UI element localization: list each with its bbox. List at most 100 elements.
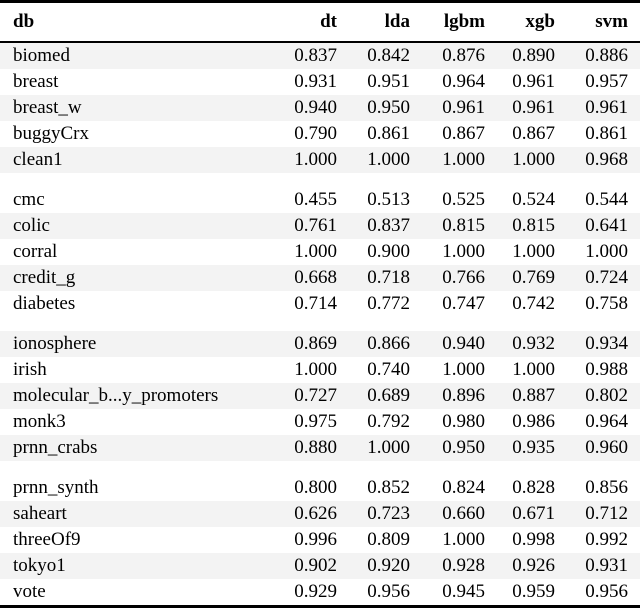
lgbm-score-cell: 0.824 — [442, 477, 485, 498]
dt-score-cell: 0.902 — [294, 555, 337, 576]
lda-score-cell: 0.792 — [367, 411, 410, 432]
xgb-score-cell: 0.671 — [512, 503, 555, 524]
db-cell: corral — [13, 241, 58, 262]
db-cell: clean1 — [13, 149, 63, 170]
col-header-svm: svm — [555, 1, 640, 43]
spacer-cell — [0, 173, 640, 187]
dt-score-cell: 0.880 — [294, 437, 337, 458]
lgbm-score-cell: 0.896 — [442, 385, 485, 406]
db-cell: saheart — [13, 503, 67, 524]
table-row: prnn_crabs 0.880 1.000 0.950 0.935 0.960 — [0, 435, 640, 461]
svm-score-cell: 0.856 — [585, 477, 628, 498]
db-cell: prnn_synth — [13, 477, 99, 498]
svm-score-cell: 0.992 — [585, 529, 628, 550]
dt-score-cell: 0.940 — [294, 97, 337, 118]
table-row: corral 1.000 0.900 1.000 1.000 1.000 — [0, 239, 640, 265]
svm-score-cell: 0.956 — [585, 581, 628, 602]
xgb-score-cell: 0.524 — [512, 189, 555, 210]
lda-score-cell: 0.723 — [367, 503, 410, 524]
xgb-score-cell: 1.000 — [512, 149, 555, 170]
xgb-score-cell: 0.769 — [512, 267, 555, 288]
xgb-score-cell: 0.986 — [512, 411, 555, 432]
lgbm-score-cell: 0.815 — [442, 215, 485, 236]
svm-score-cell: 0.724 — [585, 267, 628, 288]
xgb-score-cell: 0.961 — [512, 97, 555, 118]
dt-score-cell: 1.000 — [294, 359, 337, 380]
lgbm-score-cell: 0.945 — [442, 581, 485, 602]
col-header-xgb: xgb — [485, 1, 555, 43]
col-header-db: db — [0, 1, 273, 43]
dt-score-cell: 0.714 — [294, 293, 337, 314]
svm-score-cell: 0.802 — [585, 385, 628, 406]
lda-score-cell: 0.861 — [367, 123, 410, 144]
table-row: breast 0.931 0.951 0.964 0.961 0.957 — [0, 69, 640, 95]
lgbm-score-cell: 0.766 — [442, 267, 485, 288]
lda-score-cell: 0.866 — [367, 333, 410, 354]
db-cell: buggyCrx — [13, 123, 89, 144]
lda-score-cell: 0.513 — [367, 189, 410, 210]
dt-score-cell: 0.626 — [294, 503, 337, 524]
lgbm-score-cell: 0.950 — [442, 437, 485, 458]
table-row: buggyCrx 0.790 0.861 0.867 0.867 0.861 — [0, 121, 640, 147]
xgb-score-cell: 0.867 — [512, 123, 555, 144]
lda-score-cell: 0.920 — [367, 555, 410, 576]
table-row: biomed 0.837 0.842 0.876 0.890 0.886 — [0, 42, 640, 69]
xgb-score-cell: 0.932 — [512, 333, 555, 354]
lda-score-cell: 0.689 — [367, 385, 410, 406]
spacer-cell — [0, 317, 640, 331]
dt-score-cell: 0.931 — [294, 71, 337, 92]
lda-score-cell: 0.852 — [367, 477, 410, 498]
svm-score-cell: 0.960 — [585, 437, 628, 458]
lgbm-score-cell: 0.747 — [442, 293, 485, 314]
xgb-score-cell: 0.815 — [512, 215, 555, 236]
dt-score-cell: 0.761 — [294, 215, 337, 236]
dt-score-cell: 0.727 — [294, 385, 337, 406]
db-cell: ionosphere — [13, 333, 97, 354]
table-row: clean1 1.000 1.000 1.000 1.000 0.968 — [0, 147, 640, 173]
table-row: threeOf9 0.996 0.809 1.000 0.998 0.992 — [0, 527, 640, 553]
lda-score-cell: 0.951 — [367, 71, 410, 92]
dt-score-cell: 0.668 — [294, 267, 337, 288]
lgbm-score-cell: 0.928 — [442, 555, 485, 576]
xgb-score-cell: 1.000 — [512, 359, 555, 380]
table-row: tokyo1 0.902 0.920 0.928 0.926 0.931 — [0, 553, 640, 579]
lgbm-score-cell: 0.940 — [442, 333, 485, 354]
table-header: db dt lda lgbm xgb svm — [0, 1, 640, 43]
lgbm-score-cell: 0.525 — [442, 189, 485, 210]
db-cell: vote — [13, 581, 46, 602]
table-row: cmc 0.455 0.513 0.525 0.524 0.544 — [0, 187, 640, 213]
header-row: db dt lda lgbm xgb svm — [0, 1, 640, 43]
table-row: monk3 0.975 0.792 0.980 0.986 0.964 — [0, 409, 640, 435]
xgb-score-cell: 0.961 — [512, 71, 555, 92]
svm-score-cell: 0.964 — [585, 411, 628, 432]
xgb-score-cell: 0.926 — [512, 555, 555, 576]
svm-score-cell: 0.957 — [585, 71, 628, 92]
group-spacer — [0, 173, 640, 187]
xgb-score-cell: 0.998 — [512, 529, 555, 550]
db-cell: biomed — [13, 45, 70, 66]
dt-score-cell: 0.996 — [294, 529, 337, 550]
lda-score-cell: 0.718 — [367, 267, 410, 288]
lgbm-score-cell: 0.980 — [442, 411, 485, 432]
svm-score-cell: 0.961 — [585, 97, 628, 118]
dt-score-cell: 0.790 — [294, 123, 337, 144]
svm-score-cell: 0.968 — [585, 149, 628, 170]
dt-score-cell: 0.975 — [294, 411, 337, 432]
xgb-score-cell: 0.742 — [512, 293, 555, 314]
dt-score-cell: 0.869 — [294, 333, 337, 354]
svm-score-cell: 0.641 — [585, 215, 628, 236]
lda-score-cell: 0.740 — [367, 359, 410, 380]
db-cell: threeOf9 — [13, 529, 81, 550]
group-spacer — [0, 317, 640, 331]
lgbm-score-cell: 0.660 — [442, 503, 485, 524]
table-row: credit_g 0.668 0.718 0.766 0.769 0.724 — [0, 265, 640, 291]
lda-score-cell: 0.900 — [367, 241, 410, 262]
table-row: molecular_b...y_promoters 0.727 0.689 0.896… — [0, 383, 640, 409]
svm-score-cell: 0.712 — [585, 503, 628, 524]
col-header-dt: dt — [273, 1, 337, 43]
group-spacer — [0, 461, 640, 475]
db-cell: monk3 — [13, 411, 66, 432]
xgb-score-cell: 0.887 — [512, 385, 555, 406]
lgbm-score-cell: 0.876 — [442, 45, 485, 66]
svm-score-cell: 0.544 — [585, 189, 628, 210]
